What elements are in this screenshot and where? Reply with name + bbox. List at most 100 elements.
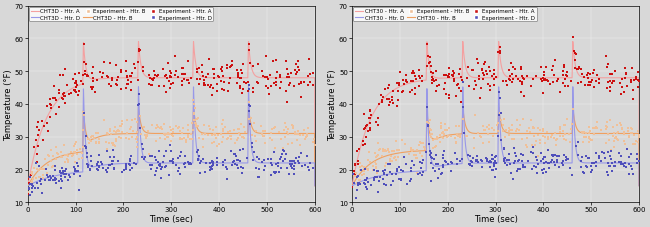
Point	[116, 69, 126, 72]
Point	[44, 179, 55, 182]
Point	[120, 60, 131, 64]
Point	[623, 127, 633, 130]
Point	[456, 100, 467, 104]
Point	[503, 159, 514, 163]
Point	[582, 74, 592, 78]
Point	[422, 106, 432, 109]
Point	[177, 73, 187, 76]
Point	[175, 173, 185, 177]
Point	[589, 86, 599, 90]
Point	[88, 135, 99, 138]
Point	[211, 83, 222, 86]
Point	[417, 173, 428, 177]
Point	[207, 160, 218, 164]
Point	[75, 175, 85, 178]
Point	[94, 141, 105, 145]
Point	[61, 173, 72, 176]
Point	[85, 159, 96, 163]
Point	[584, 73, 595, 76]
Point	[604, 80, 615, 83]
Point	[480, 61, 490, 65]
Point	[192, 77, 202, 81]
Point	[226, 129, 236, 133]
Point	[167, 160, 177, 163]
Point	[129, 67, 140, 71]
Point	[78, 74, 88, 77]
Point	[249, 122, 259, 126]
Point	[517, 77, 528, 81]
Point	[499, 118, 509, 121]
Point	[24, 183, 34, 186]
Point	[280, 157, 290, 161]
Point	[441, 129, 452, 132]
Point	[160, 75, 170, 78]
Point	[162, 62, 173, 66]
Point	[450, 151, 460, 155]
Point	[528, 152, 538, 155]
Point	[46, 106, 56, 110]
Point	[606, 149, 616, 153]
Point	[216, 70, 227, 74]
Point	[439, 88, 449, 91]
Point	[362, 167, 372, 171]
Point	[443, 75, 454, 79]
Point	[584, 136, 594, 139]
Point	[450, 142, 461, 146]
Point	[287, 141, 298, 145]
Point	[126, 81, 136, 85]
Point	[586, 170, 596, 174]
Point	[539, 71, 549, 74]
Point	[562, 71, 572, 74]
Point	[372, 176, 382, 180]
Point	[283, 143, 294, 146]
Point	[259, 134, 269, 138]
Point	[550, 132, 560, 135]
Point	[81, 147, 92, 150]
Point	[508, 162, 519, 165]
Point	[606, 150, 616, 154]
Point	[275, 74, 285, 77]
Point	[392, 81, 402, 85]
Point	[304, 169, 315, 172]
Point	[415, 77, 426, 81]
Point	[358, 165, 368, 168]
Point	[538, 157, 548, 161]
Point	[625, 131, 636, 135]
Point	[463, 162, 474, 166]
Point	[302, 155, 313, 158]
Point	[454, 159, 465, 163]
Point	[220, 125, 230, 129]
Point	[232, 164, 242, 168]
Point	[538, 171, 549, 175]
Point	[431, 70, 441, 73]
Point	[485, 69, 495, 73]
Point	[578, 171, 589, 175]
Point	[219, 158, 229, 162]
Point	[33, 165, 44, 168]
Point	[70, 90, 81, 93]
Point	[103, 163, 114, 167]
Point	[304, 161, 315, 165]
Point	[162, 136, 172, 139]
Point	[212, 163, 222, 167]
Point	[139, 133, 150, 137]
Point	[242, 89, 253, 93]
Point	[179, 77, 190, 81]
Point	[280, 136, 290, 139]
Point	[399, 156, 410, 160]
Point	[517, 83, 527, 86]
Point	[415, 161, 425, 164]
Point	[452, 134, 463, 138]
Point	[180, 73, 190, 76]
Point	[166, 140, 177, 143]
Point	[57, 96, 67, 100]
Point	[37, 139, 47, 143]
Point	[122, 83, 132, 87]
Point	[526, 143, 537, 147]
Point	[378, 178, 388, 181]
Point	[23, 187, 34, 191]
Point	[384, 98, 394, 102]
Point	[601, 54, 611, 58]
Point	[558, 134, 568, 138]
Point	[488, 158, 499, 161]
